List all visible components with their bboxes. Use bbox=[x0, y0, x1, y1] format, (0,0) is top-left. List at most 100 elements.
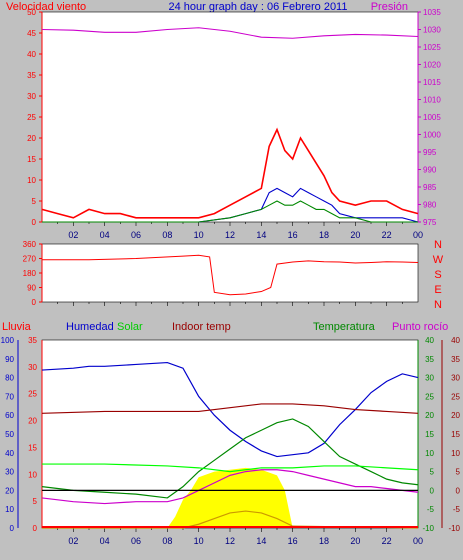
hum-tick-label: 0 bbox=[33, 524, 38, 533]
right-tick-label: 985 bbox=[423, 183, 437, 192]
x-tick-label: 20 bbox=[350, 230, 360, 240]
left-tick-label: 25 bbox=[27, 113, 36, 122]
temp-axis-title: Temperatura bbox=[313, 321, 376, 333]
x-tick-label: 14 bbox=[256, 536, 266, 546]
left-tick-label: 20 bbox=[27, 134, 36, 143]
dir-tick-label: 180 bbox=[23, 269, 37, 278]
right-tick-label: 1010 bbox=[423, 96, 441, 105]
temp-tick-label: 5 bbox=[430, 468, 435, 477]
x-tick-label: 14 bbox=[256, 230, 266, 240]
temp-tick-label: 20 bbox=[425, 411, 434, 420]
right-tick-label: 980 bbox=[423, 201, 437, 210]
x-tick-label: 18 bbox=[319, 230, 329, 240]
rain-tick-label: 10 bbox=[5, 505, 14, 514]
x-tick-label: 12 bbox=[225, 230, 235, 240]
x-tick-label: 00 bbox=[413, 536, 423, 546]
x-tick-label: 16 bbox=[288, 536, 298, 546]
dir-tick-label: 0 bbox=[32, 298, 37, 307]
right-tick-label: 1005 bbox=[423, 113, 441, 122]
x-tick-label: 08 bbox=[162, 536, 172, 546]
x-tick-label: 22 bbox=[382, 536, 392, 546]
rain-tick-label: 30 bbox=[5, 468, 14, 477]
right-tick-label: 990 bbox=[423, 166, 437, 175]
right-tick-label: 1000 bbox=[423, 131, 441, 140]
dew-tick-label: -10 bbox=[448, 524, 460, 533]
solar-axis-title: Solar bbox=[117, 321, 143, 333]
hum-tick-label: 35 bbox=[28, 336, 37, 345]
right-tick-label: 1015 bbox=[423, 78, 441, 87]
series-humidity bbox=[41, 361, 419, 458]
x-tick-label: 12 bbox=[225, 536, 235, 546]
dew-tick-label: 0 bbox=[456, 486, 461, 495]
x-tick-label: 18 bbox=[319, 536, 329, 546]
temp-tick-label: 10 bbox=[425, 449, 434, 458]
right-tick-label: 1025 bbox=[423, 43, 441, 52]
temp-tick-label: 30 bbox=[425, 374, 434, 383]
hum-tick-label: 20 bbox=[28, 417, 37, 426]
x-tick-label: 16 bbox=[288, 230, 298, 240]
x-tick-label: 22 bbox=[382, 230, 392, 240]
left-tick-label: 30 bbox=[27, 92, 36, 101]
rain-tick-label: 40 bbox=[5, 449, 14, 458]
dew-tick-label: 35 bbox=[451, 355, 460, 364]
right-tick-label: 975 bbox=[423, 218, 437, 227]
left-tick-label: 35 bbox=[27, 71, 36, 80]
page-title: 24 hour graph day : 06 Febrero 2011 bbox=[169, 1, 348, 13]
compass-label: N bbox=[434, 239, 442, 251]
dew-tick-label: 20 bbox=[451, 411, 460, 420]
series-dew bbox=[41, 469, 419, 505]
left-tick-label: 40 bbox=[27, 50, 36, 59]
series-temperature bbox=[41, 418, 419, 499]
x-tick-label: 04 bbox=[100, 230, 110, 240]
rain-tick-label: 20 bbox=[5, 486, 14, 495]
dir-tick-label: 270 bbox=[23, 255, 37, 264]
temp-tick-label: -5 bbox=[427, 505, 435, 514]
left-tick-label: 0 bbox=[32, 218, 37, 227]
direction-plot-area bbox=[41, 243, 419, 303]
x-tick-label: 00 bbox=[413, 230, 423, 240]
compass-label: S bbox=[434, 269, 441, 281]
hum-tick-label: 30 bbox=[28, 363, 37, 372]
temp-tick-label: 40 bbox=[425, 336, 434, 345]
rain-tick-label: 70 bbox=[5, 392, 14, 401]
rain-tick-label: 80 bbox=[5, 374, 14, 383]
dir-tick-label: 360 bbox=[23, 240, 37, 249]
dir-tick-label: 90 bbox=[27, 284, 36, 293]
compass-label: E bbox=[434, 284, 441, 296]
series-indoor bbox=[41, 403, 419, 414]
hum-tick-label: 10 bbox=[28, 470, 37, 479]
compass-label: W bbox=[433, 254, 444, 266]
rain-tick-label: 0 bbox=[10, 524, 15, 533]
x-tick-label: 20 bbox=[350, 536, 360, 546]
left-tick-label: 15 bbox=[27, 155, 36, 164]
temp-tick-label: 35 bbox=[425, 355, 434, 364]
rain-tick-label: 60 bbox=[5, 411, 14, 420]
wind-plot-area bbox=[41, 11, 419, 223]
right-tick-label: 1030 bbox=[423, 26, 441, 35]
left-tick-label: 45 bbox=[27, 29, 36, 38]
dew-tick-label: -5 bbox=[453, 505, 461, 514]
x-tick-label: 06 bbox=[131, 536, 141, 546]
right-tick-label: 1035 bbox=[423, 8, 441, 17]
hum-tick-label: 15 bbox=[28, 443, 37, 452]
temp-tick-label: -10 bbox=[422, 524, 434, 533]
dew-tick-label: 30 bbox=[451, 374, 460, 383]
hum-tick-label: 25 bbox=[28, 390, 37, 399]
dew-axis-title: Punto rocío bbox=[392, 321, 448, 333]
humidity-axis-title: Humedad bbox=[66, 321, 114, 333]
dew-tick-label: 25 bbox=[451, 392, 460, 401]
x-tick-label: 02 bbox=[68, 536, 78, 546]
rain-axis-title: Lluvia bbox=[2, 321, 32, 333]
x-tick-label: 10 bbox=[194, 536, 204, 546]
temp-tick-label: 0 bbox=[430, 486, 435, 495]
series-avg bbox=[42, 200, 418, 223]
series-dir bbox=[42, 254, 419, 296]
x-tick-label: 04 bbox=[100, 536, 110, 546]
series-pressure bbox=[41, 27, 419, 39]
pressure-title: Presión bbox=[371, 1, 408, 13]
dew-tick-label: 15 bbox=[451, 430, 460, 439]
left-tick-label: 50 bbox=[27, 8, 36, 17]
right-tick-label: 1020 bbox=[423, 61, 441, 70]
